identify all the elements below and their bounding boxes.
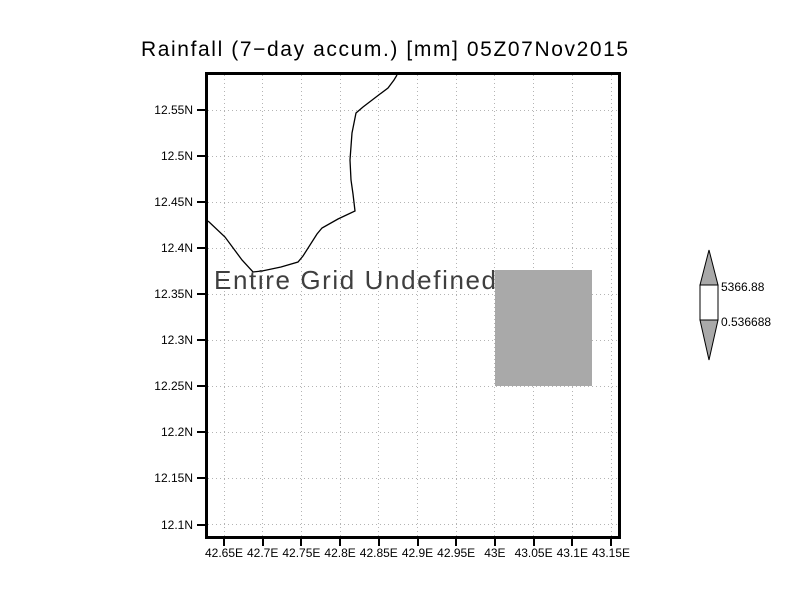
y-tick-label: 12.3N	[160, 333, 193, 348]
y-tick-mark	[197, 339, 205, 342]
y-tick-mark	[197, 477, 205, 480]
y-tick-label: 12.55N	[154, 103, 193, 117]
y-gridline	[208, 109, 618, 111]
x-tick-label: 43.05E	[514, 546, 553, 560]
x-tick-label: 42.9E	[401, 546, 434, 560]
x-tick-mark	[261, 539, 264, 546]
colorbar-upper-arrow	[699, 249, 719, 286]
y-gridline	[208, 155, 618, 157]
y-tick-mark	[197, 293, 205, 296]
y-gridline	[208, 247, 618, 249]
x-tick-mark	[610, 539, 612, 546]
y-gridline	[208, 524, 618, 525]
x-tick-mark	[223, 539, 225, 546]
x-tick-mark	[455, 539, 458, 546]
x-tick-label: 43.1E	[556, 546, 588, 560]
colorbar-min-label: 0.536688	[721, 315, 772, 329]
y-gridline	[208, 477, 618, 479]
y-gridline	[208, 293, 618, 295]
y-gridline	[208, 201, 618, 203]
entire-grid-undefined-label: Entire Grid Undefined	[214, 265, 498, 295]
y-gridline	[208, 385, 618, 387]
y-tick-mark	[197, 155, 205, 158]
x-tick-mark	[416, 539, 419, 546]
x-tick-label: 42.8E	[324, 546, 356, 560]
x-tick-mark	[300, 539, 303, 546]
y-tick-mark	[197, 109, 205, 111]
colorbar-max-label: 5366.88	[721, 280, 765, 294]
x-gridline	[262, 75, 264, 536]
x-tick-label: 43.15E	[591, 546, 631, 560]
colorbar	[699, 249, 719, 361]
x-gridline	[417, 75, 418, 536]
x-gridline	[223, 75, 225, 536]
y-tick-label: 12.45N	[154, 195, 193, 210]
y-tick-label: 12.15N	[154, 471, 193, 486]
y-tick-mark	[197, 201, 205, 204]
x-tick-label: 42.85E	[359, 546, 398, 560]
colorbar-lower-arrow	[699, 319, 719, 361]
coastline	[208, 75, 398, 273]
x-tick-mark	[339, 539, 342, 546]
y-gridline	[208, 339, 618, 341]
x-gridline	[339, 75, 341, 536]
y-tick-label: 12.2N	[160, 425, 193, 440]
x-gridline	[378, 75, 380, 536]
x-gridline	[494, 75, 496, 536]
y-tick-label: 12.1N	[160, 517, 193, 532]
y-tick-label: 12.25N	[154, 379, 193, 394]
x-tick-label: 42.95E	[437, 546, 476, 560]
undefined-region	[495, 270, 592, 386]
y-tick-label: 12.35N	[154, 287, 193, 302]
x-tick-label: 42.65E	[204, 546, 244, 560]
y-tick-mark	[197, 523, 205, 526]
colorbar-box	[699, 284, 719, 321]
x-tick-mark	[377, 539, 380, 546]
x-gridline	[300, 75, 302, 536]
y-tick-mark	[197, 247, 205, 250]
y-tick-mark	[197, 385, 205, 388]
x-tick-mark	[571, 539, 574, 546]
y-tick-label: 12.4N	[160, 241, 193, 256]
x-gridline	[455, 75, 457, 536]
x-tick-label: 43E	[484, 546, 506, 560]
x-tick-mark	[532, 539, 535, 546]
x-tick-mark	[493, 539, 496, 546]
y-tick-mark	[197, 431, 205, 434]
page-title: Rainfall (7−day accum.) [mm] 05Z07Nov201…	[141, 38, 630, 61]
x-tick-label: 42.7E	[247, 546, 279, 560]
x-gridline	[610, 75, 612, 536]
x-tick-label: 42.75E	[282, 546, 321, 560]
plot-area: Entire Grid Undefined	[205, 72, 621, 539]
y-tick-label: 12.5N	[160, 149, 193, 164]
y-gridline	[208, 431, 618, 433]
